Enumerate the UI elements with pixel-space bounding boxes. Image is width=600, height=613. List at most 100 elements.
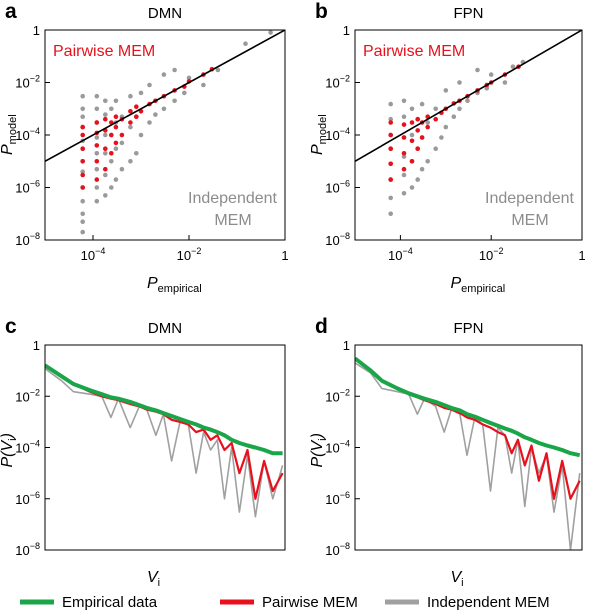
scatter-point [161, 106, 167, 112]
scatter-point [103, 112, 108, 117]
identity-line [355, 30, 582, 162]
scatter-point [103, 172, 108, 178]
scatter-point [401, 114, 407, 119]
scatter-point [103, 151, 108, 156]
scatter-point [201, 82, 206, 88]
scatter-point [425, 159, 431, 164]
y-tick-label: 10−2 [325, 74, 350, 91]
x-axis-label: Pempirical [147, 275, 202, 295]
scatter-point [484, 86, 490, 91]
pairwise-annotation: Pairwise MEM [53, 43, 155, 60]
scatter-point [119, 132, 125, 138]
legend-entry: Empirical data [20, 594, 158, 611]
y-tick-label: 10−2 [325, 387, 350, 404]
scatter-point [425, 124, 431, 130]
scatter-point [80, 185, 85, 190]
series-pairwise-mem [388, 64, 521, 182]
scatter-point [182, 90, 187, 96]
scatter-point [94, 120, 100, 125]
pairwise-annotation: Pairwise MEM [363, 43, 465, 60]
scatter-point [172, 67, 177, 73]
panel-letter: b [315, 0, 328, 23]
scatter-point [401, 191, 407, 196]
scatter-point [134, 151, 139, 156]
scatter-point [415, 177, 421, 182]
scatter-point [80, 169, 85, 174]
scatter-point [388, 195, 394, 201]
scatter-point [401, 172, 407, 178]
scatter-point [409, 106, 415, 112]
scatter-point [415, 128, 421, 133]
x-tick-label: 10−2 [177, 246, 202, 263]
scatter-point [409, 138, 415, 144]
scatter-point [510, 64, 516, 69]
scatter-point [138, 90, 144, 96]
scatter-point [80, 124, 85, 130]
scatter-point [80, 106, 85, 112]
scatter-point [443, 124, 449, 130]
x-tick-label: 10−4 [388, 246, 413, 263]
scatter-point [128, 120, 133, 125]
scatter-point [388, 211, 394, 217]
x-axis-label: Vi [451, 569, 464, 589]
y-tick-label: 10−8 [325, 541, 350, 558]
panel-b: Pairwise MEM Independent MEM 10−8 10−6 10−4 10… [309, 0, 586, 295]
scatter-point [409, 159, 415, 164]
scatter-point [147, 82, 152, 88]
scatter-point [409, 185, 415, 190]
scatter-point [94, 177, 100, 182]
scatter-point [80, 219, 85, 224]
scatter-point [451, 114, 457, 119]
scatter-point [134, 104, 139, 109]
scatter-point [388, 116, 394, 122]
scatter-point [94, 159, 100, 164]
y-tick-label: 1 [343, 23, 350, 38]
identity-line [45, 30, 285, 162]
scatter-point [388, 132, 394, 138]
scatter-point [128, 109, 133, 114]
scatter-point [401, 154, 407, 159]
panel-letter: d [315, 315, 328, 338]
x-tick-label: 10−4 [81, 246, 106, 263]
scatter-point [103, 193, 108, 198]
x-axis-label: Vi [147, 569, 160, 589]
x-tick-label: 10−2 [479, 246, 504, 263]
scatter-point [103, 116, 108, 122]
scatter-point [103, 132, 108, 138]
scatter-point [401, 122, 407, 127]
legend-label: Pairwise MEM [262, 594, 358, 611]
y-axis-label: Pmodel [0, 114, 19, 155]
y-tick-label: 10−6 [15, 490, 40, 507]
legend-label: Empirical data [62, 594, 158, 611]
scatter-point [268, 30, 273, 35]
scatter-point [94, 106, 100, 112]
legend-entry: Independent MEM [385, 594, 550, 611]
scatter-point [153, 112, 158, 117]
scatter-point [457, 106, 462, 112]
y-axis-label: Pmodel [309, 114, 329, 155]
scatter-point [94, 198, 100, 204]
scatter-point [103, 166, 108, 172]
scatter-point [80, 146, 85, 151]
scatter-point [94, 166, 100, 172]
plot-area [355, 356, 581, 550]
line-pairwise-mem [355, 357, 581, 500]
y-tick-label: 10−2 [15, 74, 40, 91]
scatter-point [147, 120, 152, 125]
scatter-point [409, 132, 415, 138]
scatter-point [119, 140, 125, 146]
y-tick-label: 1 [33, 23, 40, 38]
scatter-point [94, 185, 100, 190]
scatter-point [138, 132, 144, 138]
scatter-point [388, 146, 394, 151]
line-independent-mem [45, 367, 284, 518]
scatter-point [186, 75, 192, 81]
x-axis-label: Pempirical [451, 275, 506, 295]
y-tick-label: 10−2 [15, 387, 40, 404]
scatter-point [388, 101, 394, 107]
scatter-point [433, 146, 439, 151]
y-tick-label: 10−8 [15, 541, 40, 558]
scatter-point [388, 120, 394, 125]
